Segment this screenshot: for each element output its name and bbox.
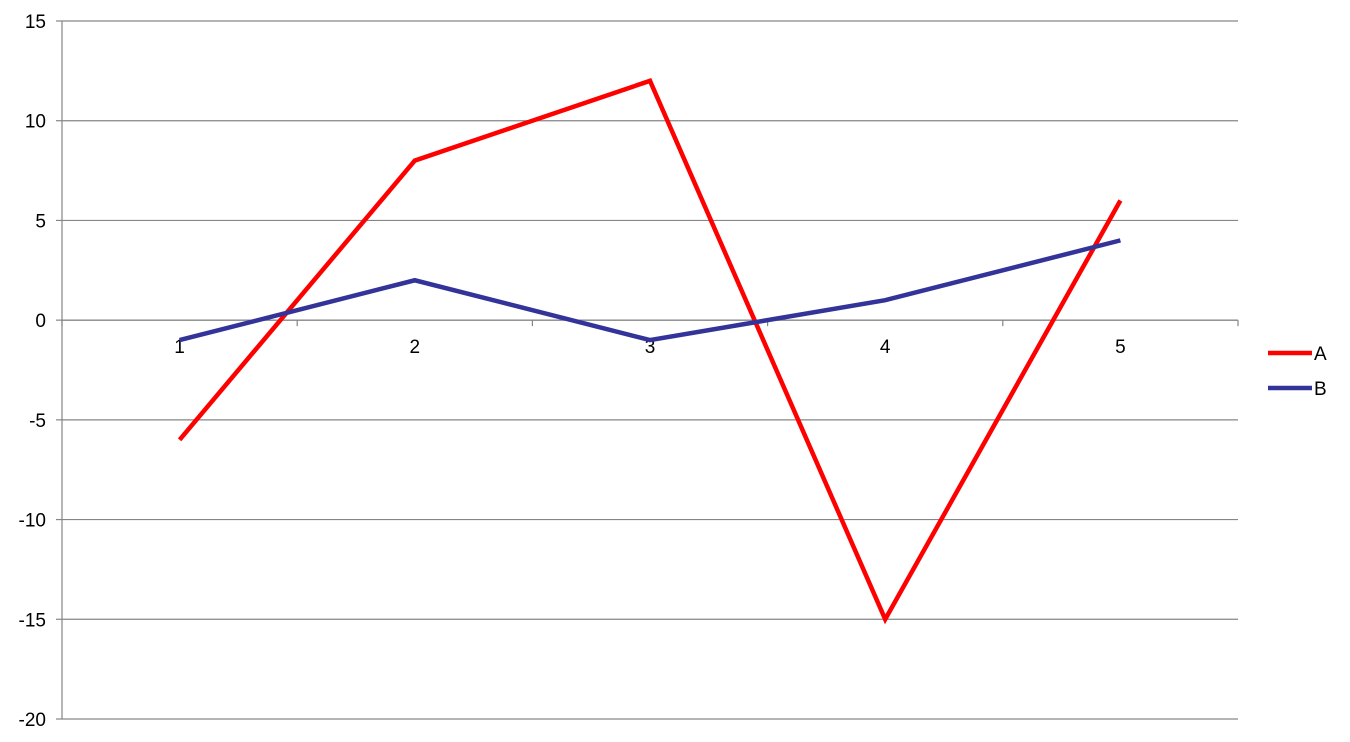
y-tick-label: -10 [19, 511, 46, 532]
legend: AB [1268, 344, 1327, 400]
series-lines [177, 78, 1123, 625]
y-tick-label: -5 [29, 411, 46, 432]
y-tick-label: -20 [19, 710, 46, 731]
series-line-a [177, 78, 1123, 625]
x-tick-label: 4 [880, 337, 891, 358]
legend-label-a: A [1314, 344, 1327, 365]
x-tick-label: 1 [174, 337, 185, 358]
y-tick-label: -15 [19, 610, 46, 631]
x-tick-label: 5 [1115, 337, 1126, 358]
legend-label-b: B [1314, 379, 1327, 400]
y-tick-label: 0 [35, 311, 46, 332]
x-tick-label: 3 [645, 337, 656, 358]
y-tick-label: 10 [25, 112, 46, 133]
series-line-b [179, 238, 1121, 343]
y-tick-label: 15 [25, 12, 46, 33]
y-axis: 15 10 5 0 -5 -10 -15 -20 [19, 12, 63, 731]
x-tick-label: 2 [410, 337, 421, 358]
y-tick-label: 5 [35, 211, 46, 232]
